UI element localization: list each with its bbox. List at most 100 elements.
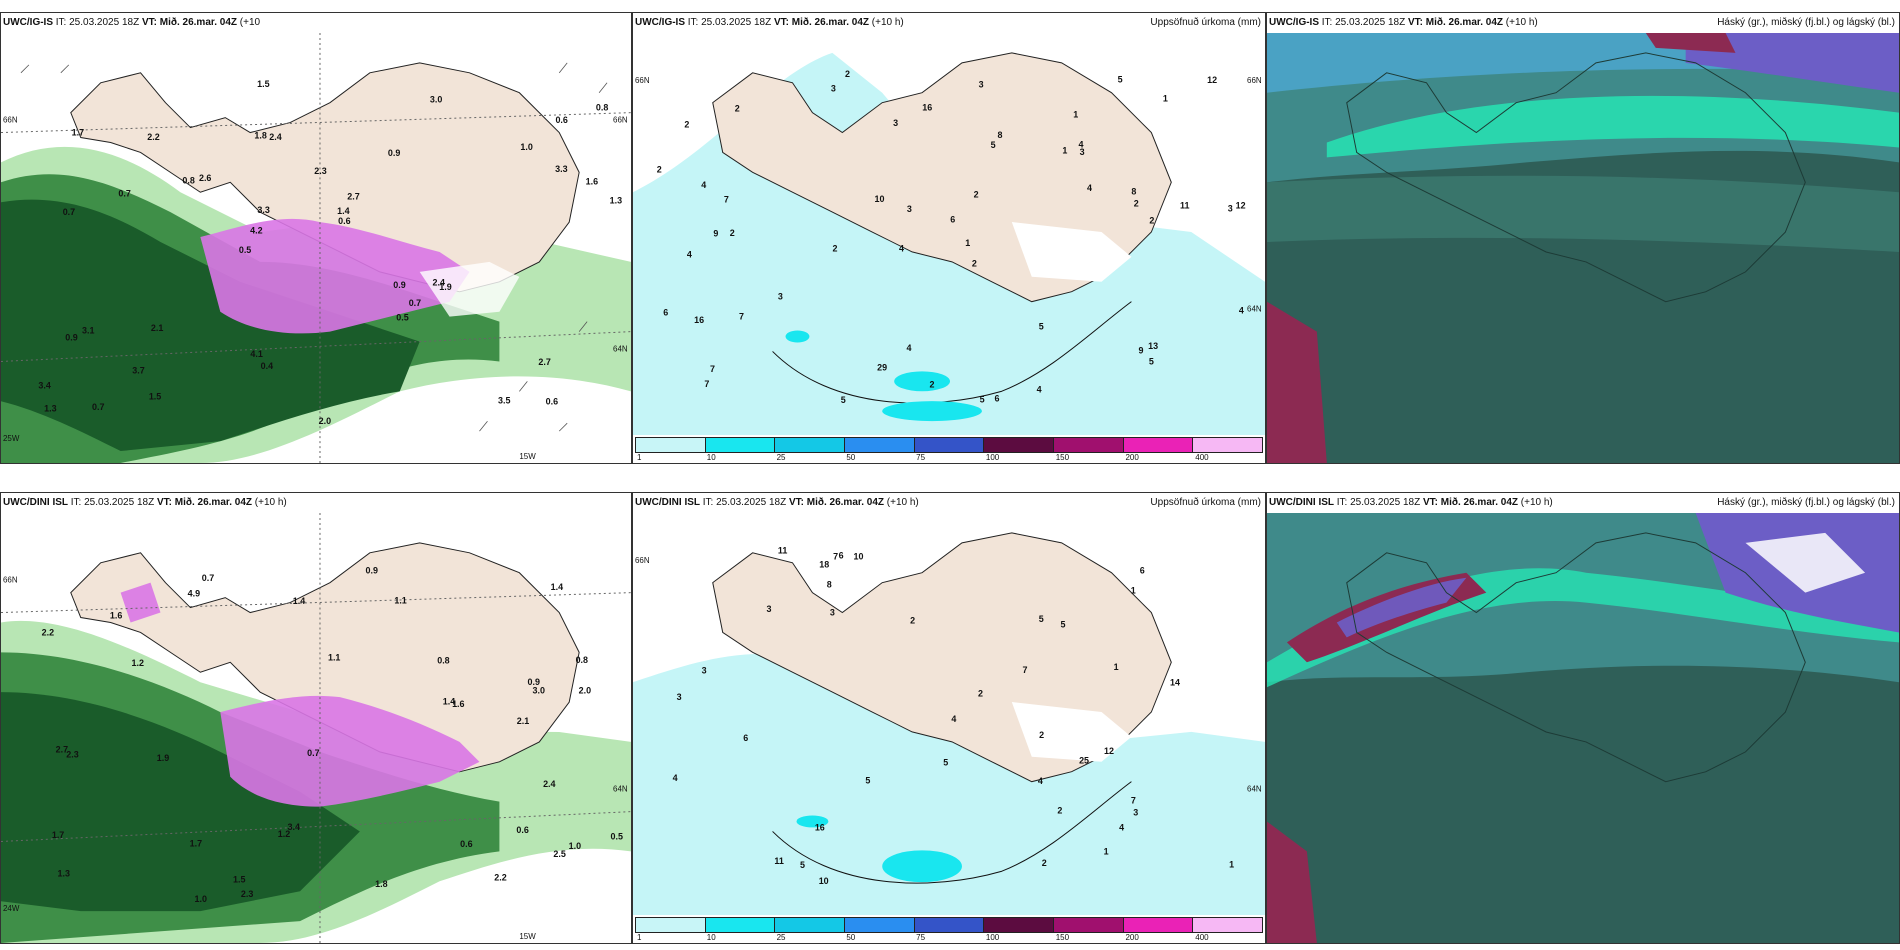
vt-label: VT: [788,497,804,508]
colorbar-label: 150 [1055,453,1070,462]
precip-value: 1.6 [110,611,122,621]
precip-value: 3 [677,692,682,702]
precip-value: 4 [701,180,706,190]
precip-value: 0.9 [388,148,400,158]
precip-value: 16 [694,315,704,325]
colorbar-swatch [705,918,776,932]
it-label: IT: [55,17,67,28]
precip-value: 14 [1170,677,1180,687]
colorbar-swatch [914,438,985,452]
precip-value: 2.1 [151,323,163,333]
precip-value-labels: 2112343107654312117654141165525181610784… [673,545,1234,886]
colorbar-swatch [1193,918,1263,932]
precip-value: 3 [1228,203,1233,213]
lead-time: (+10 h) [1505,17,1538,28]
precip-value: 1.0 [520,142,532,152]
precip-dark-area [1,692,360,912]
map-svg: 66N 64N 21123431076543121176541411655251… [633,513,1265,915]
lat-label-64n: 64N [613,785,628,794]
vt-value: Mið. 26.mar. 04Z [1425,17,1504,28]
precip-value: 0.9 [65,333,77,343]
colorbar-label: 10 [706,453,716,462]
precip-value: 1.4 [293,596,305,606]
precip-value: 1.8 [254,131,266,141]
lat-label-66n-right: 66N [613,116,628,125]
map-area: 66N 66N 64N 25W 15W 0.6 0.7 0.6 0.5 0.9 0.7 1.… [1,33,631,463]
precip-value: 2.4 [433,278,445,288]
precip-value: 4 [1038,776,1043,786]
colorbar-label: 50 [846,453,856,462]
lat-label-66n: 66N [3,116,18,125]
precip-cyan-area-west [796,815,829,828]
precip-value: 1.0 [194,894,206,904]
precip-value: 10 [819,876,829,886]
precip-magenta-west [120,582,161,623]
precip-value: 1.1 [328,653,340,663]
vt-label: VT: [1422,497,1438,508]
precip-value: 0.7 [118,189,130,199]
cloud-high-streak [1336,577,1467,638]
lon-label-15w: 15W [519,932,536,941]
precip-value: 2 [1057,806,1062,816]
precip-value: 7 [1131,796,1136,806]
precip-value: 6 [995,393,1000,403]
vt-value: Mið. 26.mar. 04Z [1440,497,1519,508]
precip-value: 2.2 [494,873,506,883]
precip-value: 1.7 [52,830,64,840]
precip-value: 0.7 [202,573,214,583]
lon-label-24w: 24W [3,904,20,913]
precip-value: 2 [1042,858,1047,868]
panel-top-right-cloud-cover: UWC/IG-IS IT: 25.03.2025 18Z VT: Mið. 26… [1266,12,1900,464]
precip-value: 5 [1149,357,1154,367]
precip-value: 7 [833,551,838,561]
precip-value: 2.3 [314,166,326,176]
precip-value: 0.6 [555,115,567,125]
precip-value: 2 [974,190,979,200]
colorbar-swatch [775,438,846,452]
precip-value: 3 [830,607,835,617]
precip-value: 5 [1039,322,1044,332]
field-title: Uppsöfnuð úrkoma (mm) [1150,497,1261,508]
colorbar-label: 50 [846,933,856,942]
colorbar-label: 400 [1195,933,1209,942]
vt-value: Mið. 26.mar. 04Z [791,17,870,28]
precip-value: 4 [1119,822,1124,832]
precip-value: 4.1 [250,349,262,359]
precip-value: 1.5 [257,79,269,89]
map-svg [1267,33,1899,463]
precip-value: 0.6 [460,839,472,849]
panel-bottom-right-cloud-cover: UWC/DINI ISL IT: 25.03.2025 18Z VT: Mið.… [1266,492,1900,944]
boundary-line [772,781,1132,884]
cloud-maroon-west [1267,301,1327,463]
precip-value: 1 [1073,110,1078,120]
precip-value: 1 [1131,586,1136,596]
precip-value: 0.9 [366,566,378,576]
precip-value: 2.0 [579,685,591,695]
precip-magenta-area [220,695,480,807]
precip-value: 1.5 [149,391,161,401]
colorbar-swatch [984,438,1055,452]
it-label: IT: [1321,17,1333,28]
map-svg: 66N 64N 24W 15W 0.6 0.8 1.0 1.1 1.3 0.7 0.9 1.7… [1,513,631,943]
precip-value: 0.8 [596,102,608,112]
precip-value: 4 [673,773,678,783]
precip-value: 2 [832,243,837,253]
precip-cyan-area-south [882,401,982,422]
precip-value: 1.5 [233,874,245,884]
it-value: 25.03.2025 18Z [1350,497,1421,508]
panel-header: UWC/IG-IS IT: 25.03.2025 18Z VT: Mið. 26… [633,13,1265,33]
lon-label-25w: 25W [3,434,20,443]
colorbar: 1 10 25 50 75 100 150 200 400 [633,915,1265,943]
precip-value: 3 [907,204,912,214]
precip-value: 0.6 [546,396,558,406]
map-area [1267,513,1899,943]
panel-header: UWC/IG-IS IT: 25.03.2025 18Z VT: Mið. 26… [1,13,631,33]
precip-value: 10 [875,194,885,204]
precip-value: 2 [684,119,689,129]
precip-value: 0.6 [516,825,528,835]
precip-value: 4.9 [188,589,200,599]
colorbar-swatch [1123,918,1194,932]
no-precip-area [1011,222,1132,282]
panel-top-mid-accum-precip: UWC/IG-IS IT: 25.03.2025 18Z VT: Mið. 26… [632,12,1266,464]
